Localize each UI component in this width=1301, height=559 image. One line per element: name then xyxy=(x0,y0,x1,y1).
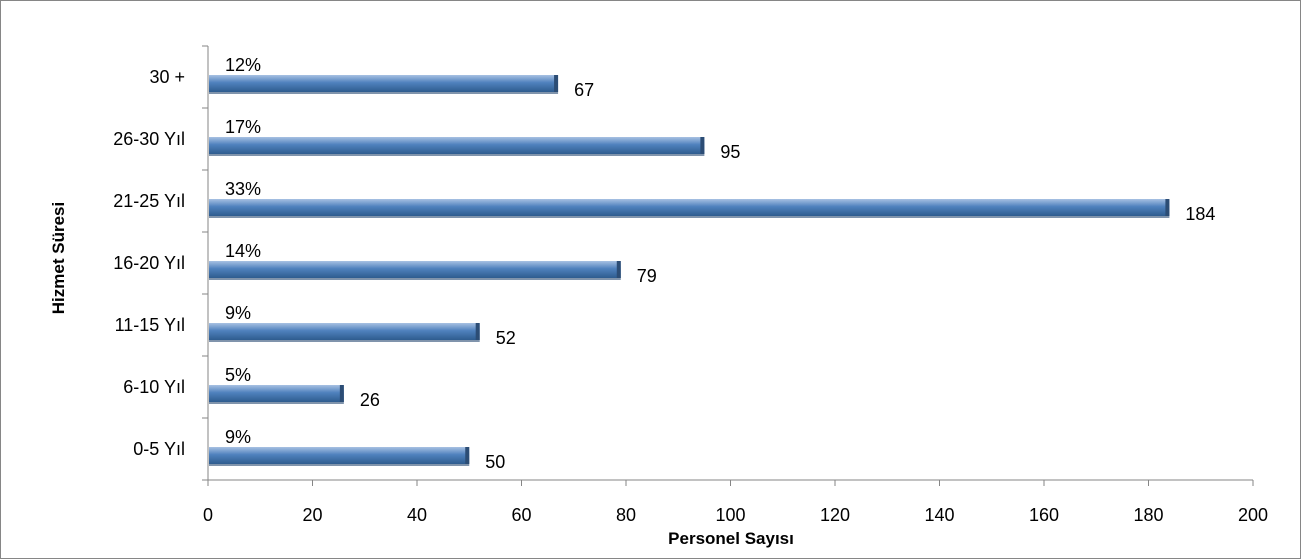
x-tick-label: 40 xyxy=(407,505,427,525)
value-label: 52 xyxy=(496,328,516,348)
y-axis-title: Hizmet Süresi xyxy=(49,202,68,314)
y-tick-label: 11-15 Yıl xyxy=(115,315,185,335)
bar-shadow xyxy=(209,340,480,342)
bar-end-cap xyxy=(700,137,704,154)
bar-shadow xyxy=(209,464,469,466)
x-tick-label: 80 xyxy=(616,505,636,525)
x-tick-label: 200 xyxy=(1238,505,1268,525)
bar xyxy=(209,137,704,154)
plot-area: 0 20 40 60 80 100 120 140 160 180 200 0-5 Yıl 9% 50 6-… xyxy=(113,46,1268,525)
bar xyxy=(209,75,558,92)
bar-shadow xyxy=(209,278,621,280)
value-label: 95 xyxy=(720,142,740,162)
bar-end-cap xyxy=(476,323,480,340)
percent-label: 9% xyxy=(225,427,251,447)
percent-label: 14% xyxy=(225,241,261,261)
bar-end-cap xyxy=(340,385,344,402)
bar-shadow xyxy=(209,402,344,404)
x-tick-label: 180 xyxy=(1133,505,1163,525)
value-label: 67 xyxy=(574,80,594,100)
bar-end-cap xyxy=(617,261,621,278)
y-tick-label: 0-5 Yıl xyxy=(133,439,185,459)
y-tick-label: 30 + xyxy=(149,67,185,87)
y-tick-label: 6-10 Yıl xyxy=(123,377,185,397)
percent-label: 12% xyxy=(225,55,261,75)
x-tick-label: 100 xyxy=(715,505,745,525)
x-tick-label: 0 xyxy=(203,505,213,525)
x-tick-label: 20 xyxy=(302,505,322,525)
value-label: 50 xyxy=(485,452,505,472)
bar-end-cap xyxy=(554,75,558,92)
x-tick-label: 60 xyxy=(511,505,531,525)
x-tick-label: 160 xyxy=(1029,505,1059,525)
x-tick-label: 140 xyxy=(924,505,954,525)
y-tick-label: 21-25 Yıl xyxy=(113,191,185,211)
bar-shadow xyxy=(209,92,558,94)
bar xyxy=(209,385,344,402)
x-axis-title: Personel Sayısı xyxy=(668,529,794,548)
bar xyxy=(209,447,469,464)
bar xyxy=(209,261,621,278)
value-label: 184 xyxy=(1185,204,1215,224)
bar-shadow xyxy=(209,154,704,156)
percent-label: 9% xyxy=(225,303,251,323)
percent-label: 5% xyxy=(225,365,251,385)
bar-end-cap xyxy=(465,447,469,464)
x-tick-label: 120 xyxy=(820,505,850,525)
value-label: 79 xyxy=(637,266,657,286)
value-label: 26 xyxy=(360,390,380,410)
y-tick-label: 26-30 Yıl xyxy=(113,129,185,149)
bar-shadow xyxy=(209,216,1169,218)
bar xyxy=(209,323,480,340)
bar-end-cap xyxy=(1165,199,1169,216)
y-tick-label: 16-20 Yıl xyxy=(113,253,185,273)
percent-label: 17% xyxy=(225,117,261,137)
bar xyxy=(209,199,1169,216)
percent-label: 33% xyxy=(225,179,261,199)
